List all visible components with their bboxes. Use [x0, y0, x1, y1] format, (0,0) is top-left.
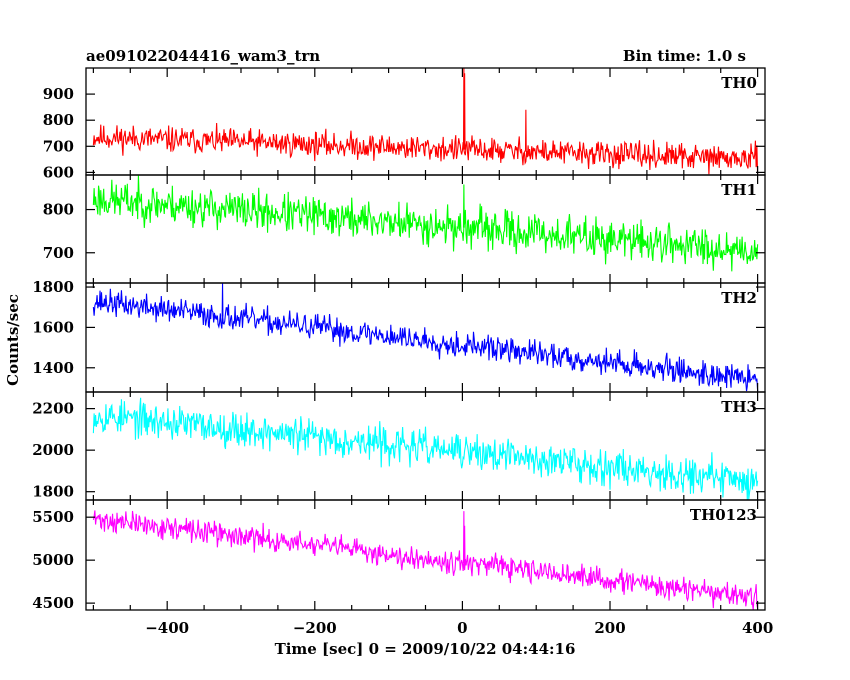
- panel-label: TH0123: [690, 506, 757, 524]
- y-tick-label: 800: [43, 111, 74, 129]
- x-axis-label: Time [sec] 0 = 2009/10/22 04:44:16: [275, 640, 576, 658]
- y-axis-label: Counts/sec: [4, 294, 22, 386]
- y-tick-label: 5500: [32, 508, 74, 526]
- x-tick-label: 0: [457, 619, 467, 637]
- panel-th0: 600 700 800 900 TH0: [43, 67, 766, 181]
- panel-th3: 1800 2000 2200 TH3: [32, 391, 766, 501]
- chart-title-right: Bin time: 1.0 s: [623, 47, 746, 65]
- x-tick-label: −400: [145, 619, 189, 637]
- panels-layer: 600700800900TH0700800TH1140016001800TH21…: [32, 67, 766, 612]
- y-tick-label: 5000: [32, 551, 74, 569]
- chart-title-left: ae091022044416_wam3_trn: [86, 47, 320, 65]
- panel-label: TH1: [721, 181, 757, 199]
- panel-frame: [85, 499, 766, 611]
- series-line-th3: [92, 397, 759, 500]
- y-tick-label: 4500: [32, 594, 74, 612]
- x-axis: −400 −200 0 200 400: [145, 619, 773, 637]
- y-tick-label: 1800: [32, 278, 74, 296]
- panel-th1: 700 800 TH1: [43, 174, 766, 284]
- y-tick-label: 1600: [32, 318, 74, 336]
- series-line-th1: [92, 175, 759, 272]
- series-line-th0123: [92, 510, 759, 610]
- y-tick-label: 600: [43, 163, 74, 181]
- x-tick-label: 200: [594, 619, 625, 637]
- y-tick-label: 700: [43, 137, 74, 155]
- panel-th2: 1400 1600 1800 TH2: [32, 278, 766, 393]
- y-tick-label: 2200: [32, 400, 74, 418]
- y-tick-label: 700: [43, 244, 74, 262]
- y-tick-label: 900: [43, 85, 74, 103]
- panel-label: TH3: [721, 398, 757, 416]
- x-tick-label: 400: [742, 619, 773, 637]
- panel-label: TH2: [721, 289, 757, 307]
- panel-frame: [85, 391, 766, 501]
- x-tick-label: −200: [293, 619, 337, 637]
- series-line-th2: [92, 283, 759, 392]
- y-tick-label: 1800: [32, 483, 74, 501]
- y-tick-label: 800: [43, 201, 74, 219]
- panel-label: TH0: [721, 74, 757, 92]
- y-tick-label: 2000: [32, 441, 74, 459]
- series-line-th0: [92, 68, 759, 175]
- y-tick-label: 1400: [32, 359, 74, 377]
- panel-th0123: 4500 5000 5500 TH0123: [32, 499, 766, 612]
